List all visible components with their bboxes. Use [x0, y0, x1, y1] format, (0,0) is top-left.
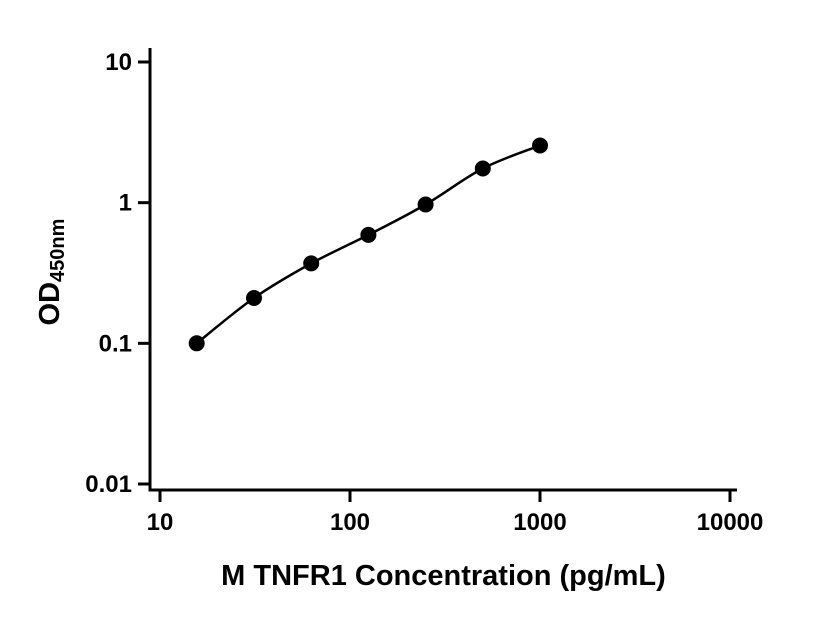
data-point: [532, 137, 548, 154]
data-point: [474, 160, 491, 177]
x-axis-title: M TNFR1 Concentration (pg/mL): [221, 560, 666, 592]
x-tick-label: 1000: [513, 509, 566, 536]
x-tick-label: 10: [147, 509, 174, 536]
y-tick-label: 10: [105, 49, 132, 76]
data-point: [246, 290, 262, 306]
x-tick-label: 100: [330, 509, 370, 536]
data-point: [303, 255, 320, 272]
data-point: [188, 335, 205, 352]
data-point: [417, 196, 434, 213]
y-axis-title: OD450nm: [34, 219, 70, 326]
y-axis-title-main: OD: [34, 281, 66, 326]
y-tick-label: 0.1: [99, 330, 132, 357]
curve-line: [195, 144, 541, 345]
y-tick-label: 0.01: [85, 471, 132, 498]
y-tick-label: 1: [119, 190, 132, 217]
x-tick-label: 10000: [697, 509, 764, 536]
y-axis-title-sub: 450nm: [47, 218, 69, 282]
data-point: [360, 226, 377, 243]
